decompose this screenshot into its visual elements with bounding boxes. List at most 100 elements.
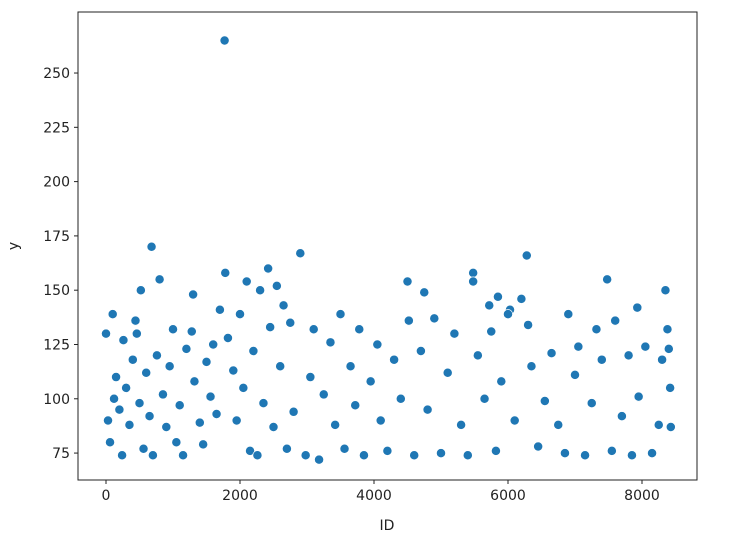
- point: [214, 304, 225, 315]
- x-tick-label: 2000: [222, 488, 258, 504]
- point: [188, 289, 199, 300]
- point: [602, 274, 613, 285]
- y-tick-label: 75: [52, 446, 70, 462]
- point: [205, 391, 216, 402]
- point: [580, 450, 590, 461]
- point: [101, 328, 111, 339]
- point: [339, 443, 350, 454]
- point: [186, 326, 197, 337]
- point: [134, 398, 145, 409]
- point: [503, 309, 513, 320]
- point: [479, 393, 490, 404]
- point: [220, 267, 231, 278]
- point: [171, 437, 182, 448]
- point: [657, 354, 668, 365]
- point: [468, 276, 479, 287]
- point: [263, 263, 274, 274]
- point: [118, 335, 129, 346]
- point: [308, 324, 319, 335]
- point: [109, 393, 119, 404]
- point: [358, 450, 369, 461]
- point: [523, 319, 534, 330]
- point: [563, 309, 574, 320]
- point: [228, 365, 239, 376]
- point: [492, 291, 503, 302]
- point: [158, 389, 168, 400]
- point: [258, 398, 269, 409]
- point: [382, 445, 393, 456]
- point: [521, 250, 532, 261]
- point: [442, 367, 453, 378]
- point: [633, 391, 644, 402]
- point: [305, 372, 316, 383]
- plot-frame: [77, 11, 698, 481]
- point: [314, 454, 325, 465]
- point: [345, 361, 356, 372]
- point: [372, 339, 383, 350]
- point: [318, 389, 329, 400]
- point: [403, 315, 414, 326]
- point: [219, 35, 230, 46]
- point: [174, 400, 185, 411]
- point: [596, 354, 607, 365]
- point: [121, 382, 132, 393]
- point: [268, 422, 279, 432]
- y-tick-label: 100: [43, 392, 70, 408]
- point: [516, 293, 527, 304]
- point: [647, 448, 657, 459]
- point: [117, 450, 128, 461]
- point: [660, 285, 671, 296]
- point: [255, 285, 266, 296]
- point: [653, 419, 664, 430]
- x-tick-label: 4000: [356, 488, 392, 504]
- point: [124, 419, 135, 430]
- point: [208, 339, 219, 350]
- point: [559, 448, 570, 459]
- y-tick-label: 150: [43, 283, 70, 299]
- point: [231, 415, 242, 426]
- point: [335, 309, 346, 320]
- point: [271, 280, 282, 291]
- point: [114, 404, 125, 415]
- point: [111, 372, 122, 383]
- point: [235, 309, 245, 320]
- point: [354, 324, 365, 335]
- point: [103, 415, 113, 426]
- point: [591, 324, 602, 335]
- point: [484, 300, 495, 311]
- point: [238, 382, 249, 393]
- point: [429, 313, 440, 324]
- point: [138, 443, 149, 454]
- point: [241, 276, 252, 287]
- point: [194, 417, 205, 428]
- point: [248, 346, 259, 356]
- point: [375, 415, 386, 426]
- point: [533, 441, 544, 452]
- y-tick-label: 175: [43, 229, 70, 245]
- point: [105, 437, 115, 448]
- point: [553, 419, 564, 430]
- point: [275, 361, 286, 372]
- point: [325, 337, 336, 348]
- point: [198, 439, 209, 450]
- y-tick-label: 125: [43, 337, 70, 353]
- point: [640, 341, 651, 352]
- point: [616, 411, 627, 422]
- point: [665, 422, 676, 432]
- point: [665, 382, 676, 393]
- point: [288, 406, 299, 417]
- point: [573, 341, 584, 352]
- point: [245, 445, 256, 456]
- point: [586, 398, 597, 409]
- point: [330, 419, 341, 430]
- point: [606, 445, 617, 456]
- point: [130, 315, 141, 326]
- point: [395, 393, 406, 404]
- point: [141, 367, 152, 378]
- point: [472, 350, 483, 361]
- point: [389, 354, 400, 365]
- y-tick-label: 225: [43, 120, 70, 136]
- point: [623, 350, 634, 361]
- point: [436, 448, 446, 459]
